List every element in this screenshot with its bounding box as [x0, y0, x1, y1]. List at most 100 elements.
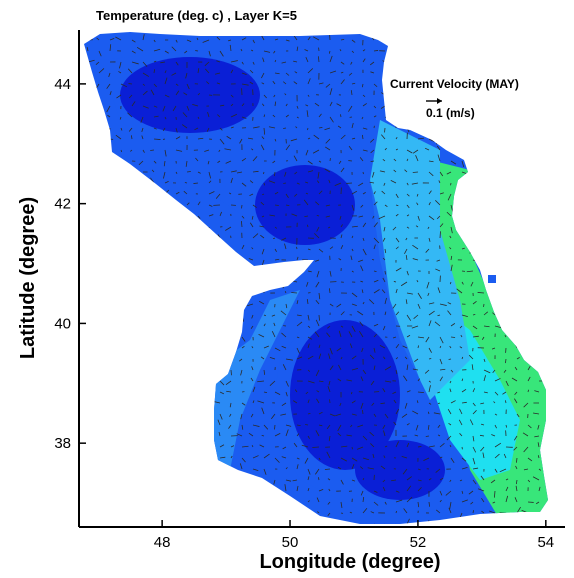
current-vector — [173, 213, 177, 217]
current-vector — [472, 215, 478, 218]
current-vector — [85, 248, 89, 251]
current-vector — [241, 281, 244, 286]
current-vector — [95, 138, 100, 142]
current-vector — [502, 391, 507, 395]
current-vector — [181, 237, 188, 241]
current-vector — [240, 486, 243, 492]
current-vector — [482, 452, 485, 459]
current-vector — [252, 468, 259, 472]
current-vector — [195, 479, 199, 483]
current-vector — [505, 256, 509, 261]
current-vector — [98, 177, 102, 184]
current-vector — [219, 489, 224, 492]
current-vector — [472, 402, 476, 407]
current-vector — [142, 61, 148, 67]
current-vector — [195, 380, 199, 383]
current-vector — [371, 402, 375, 406]
current-vector — [150, 89, 155, 96]
current-vector — [502, 116, 507, 118]
current-vector — [424, 369, 430, 374]
current-vector — [153, 297, 156, 305]
current-vector — [87, 446, 92, 452]
current-vector — [260, 523, 265, 524]
current-vector — [153, 39, 156, 43]
current-vector — [380, 105, 386, 109]
current-vector — [483, 182, 487, 185]
current-vector — [412, 149, 419, 154]
current-vector — [106, 215, 111, 221]
current-vector — [469, 200, 474, 206]
current-vector — [283, 522, 287, 524]
current-vector — [469, 160, 474, 163]
current-vector — [252, 156, 258, 162]
current-vector — [483, 358, 486, 363]
current-vector — [120, 489, 123, 492]
current-vector — [139, 388, 144, 393]
current-vector — [116, 358, 122, 365]
current-vector — [108, 72, 111, 77]
current-vector — [335, 413, 342, 417]
current-vector — [527, 92, 531, 96]
current-vector — [293, 442, 298, 448]
current-vector — [98, 456, 102, 459]
current-vector — [381, 134, 386, 140]
current-vector — [461, 401, 467, 404]
current-vector — [128, 127, 133, 132]
current-vector — [273, 237, 276, 240]
current-vector — [204, 149, 210, 152]
current-vector — [505, 495, 509, 503]
current-vector — [460, 334, 463, 338]
current-vector — [106, 83, 111, 89]
current-vector — [120, 149, 123, 153]
current-vector — [406, 390, 411, 393]
current-vector — [271, 331, 276, 338]
current-vector — [336, 103, 342, 107]
current-vector — [161, 411, 166, 415]
current-vector — [142, 193, 148, 199]
current-vector — [417, 378, 420, 382]
current-vector — [391, 479, 397, 482]
current-vector — [140, 116, 144, 123]
current-vector — [86, 47, 89, 52]
current-vector — [447, 302, 452, 305]
current-vector — [238, 479, 243, 486]
current-vector — [107, 221, 111, 228]
current-vector — [248, 258, 254, 261]
current-vector — [285, 380, 289, 387]
current-vector — [458, 181, 463, 184]
current-vector — [534, 390, 540, 393]
current-vector — [241, 116, 247, 119]
current-vector — [481, 336, 485, 340]
current-vector — [348, 72, 353, 76]
current-vector — [494, 453, 500, 459]
current-vector — [346, 379, 353, 382]
current-vector — [383, 182, 386, 186]
current-vector — [472, 126, 476, 129]
current-vector — [369, 354, 375, 360]
current-vector — [329, 55, 333, 63]
current-vector — [483, 34, 486, 41]
current-vector — [406, 442, 410, 448]
current-vector — [194, 127, 199, 131]
current-vector — [417, 105, 422, 111]
current-vector — [381, 190, 386, 195]
current-vector — [460, 47, 463, 52]
current-vector — [316, 270, 320, 278]
current-vector — [153, 292, 157, 295]
current-vector — [314, 102, 320, 107]
current-vector — [439, 127, 443, 131]
current-vector — [208, 180, 212, 184]
current-vector — [218, 431, 221, 437]
current-vector — [158, 314, 166, 318]
current-vector — [459, 433, 463, 437]
current-vector — [493, 401, 496, 404]
current-vector — [175, 391, 182, 396]
current-vector — [303, 199, 309, 206]
current-vector — [118, 71, 122, 74]
current-vector — [206, 127, 210, 132]
current-vector — [197, 314, 203, 319]
current-vector — [502, 281, 507, 284]
current-vector — [327, 501, 331, 505]
current-vector — [483, 325, 490, 328]
